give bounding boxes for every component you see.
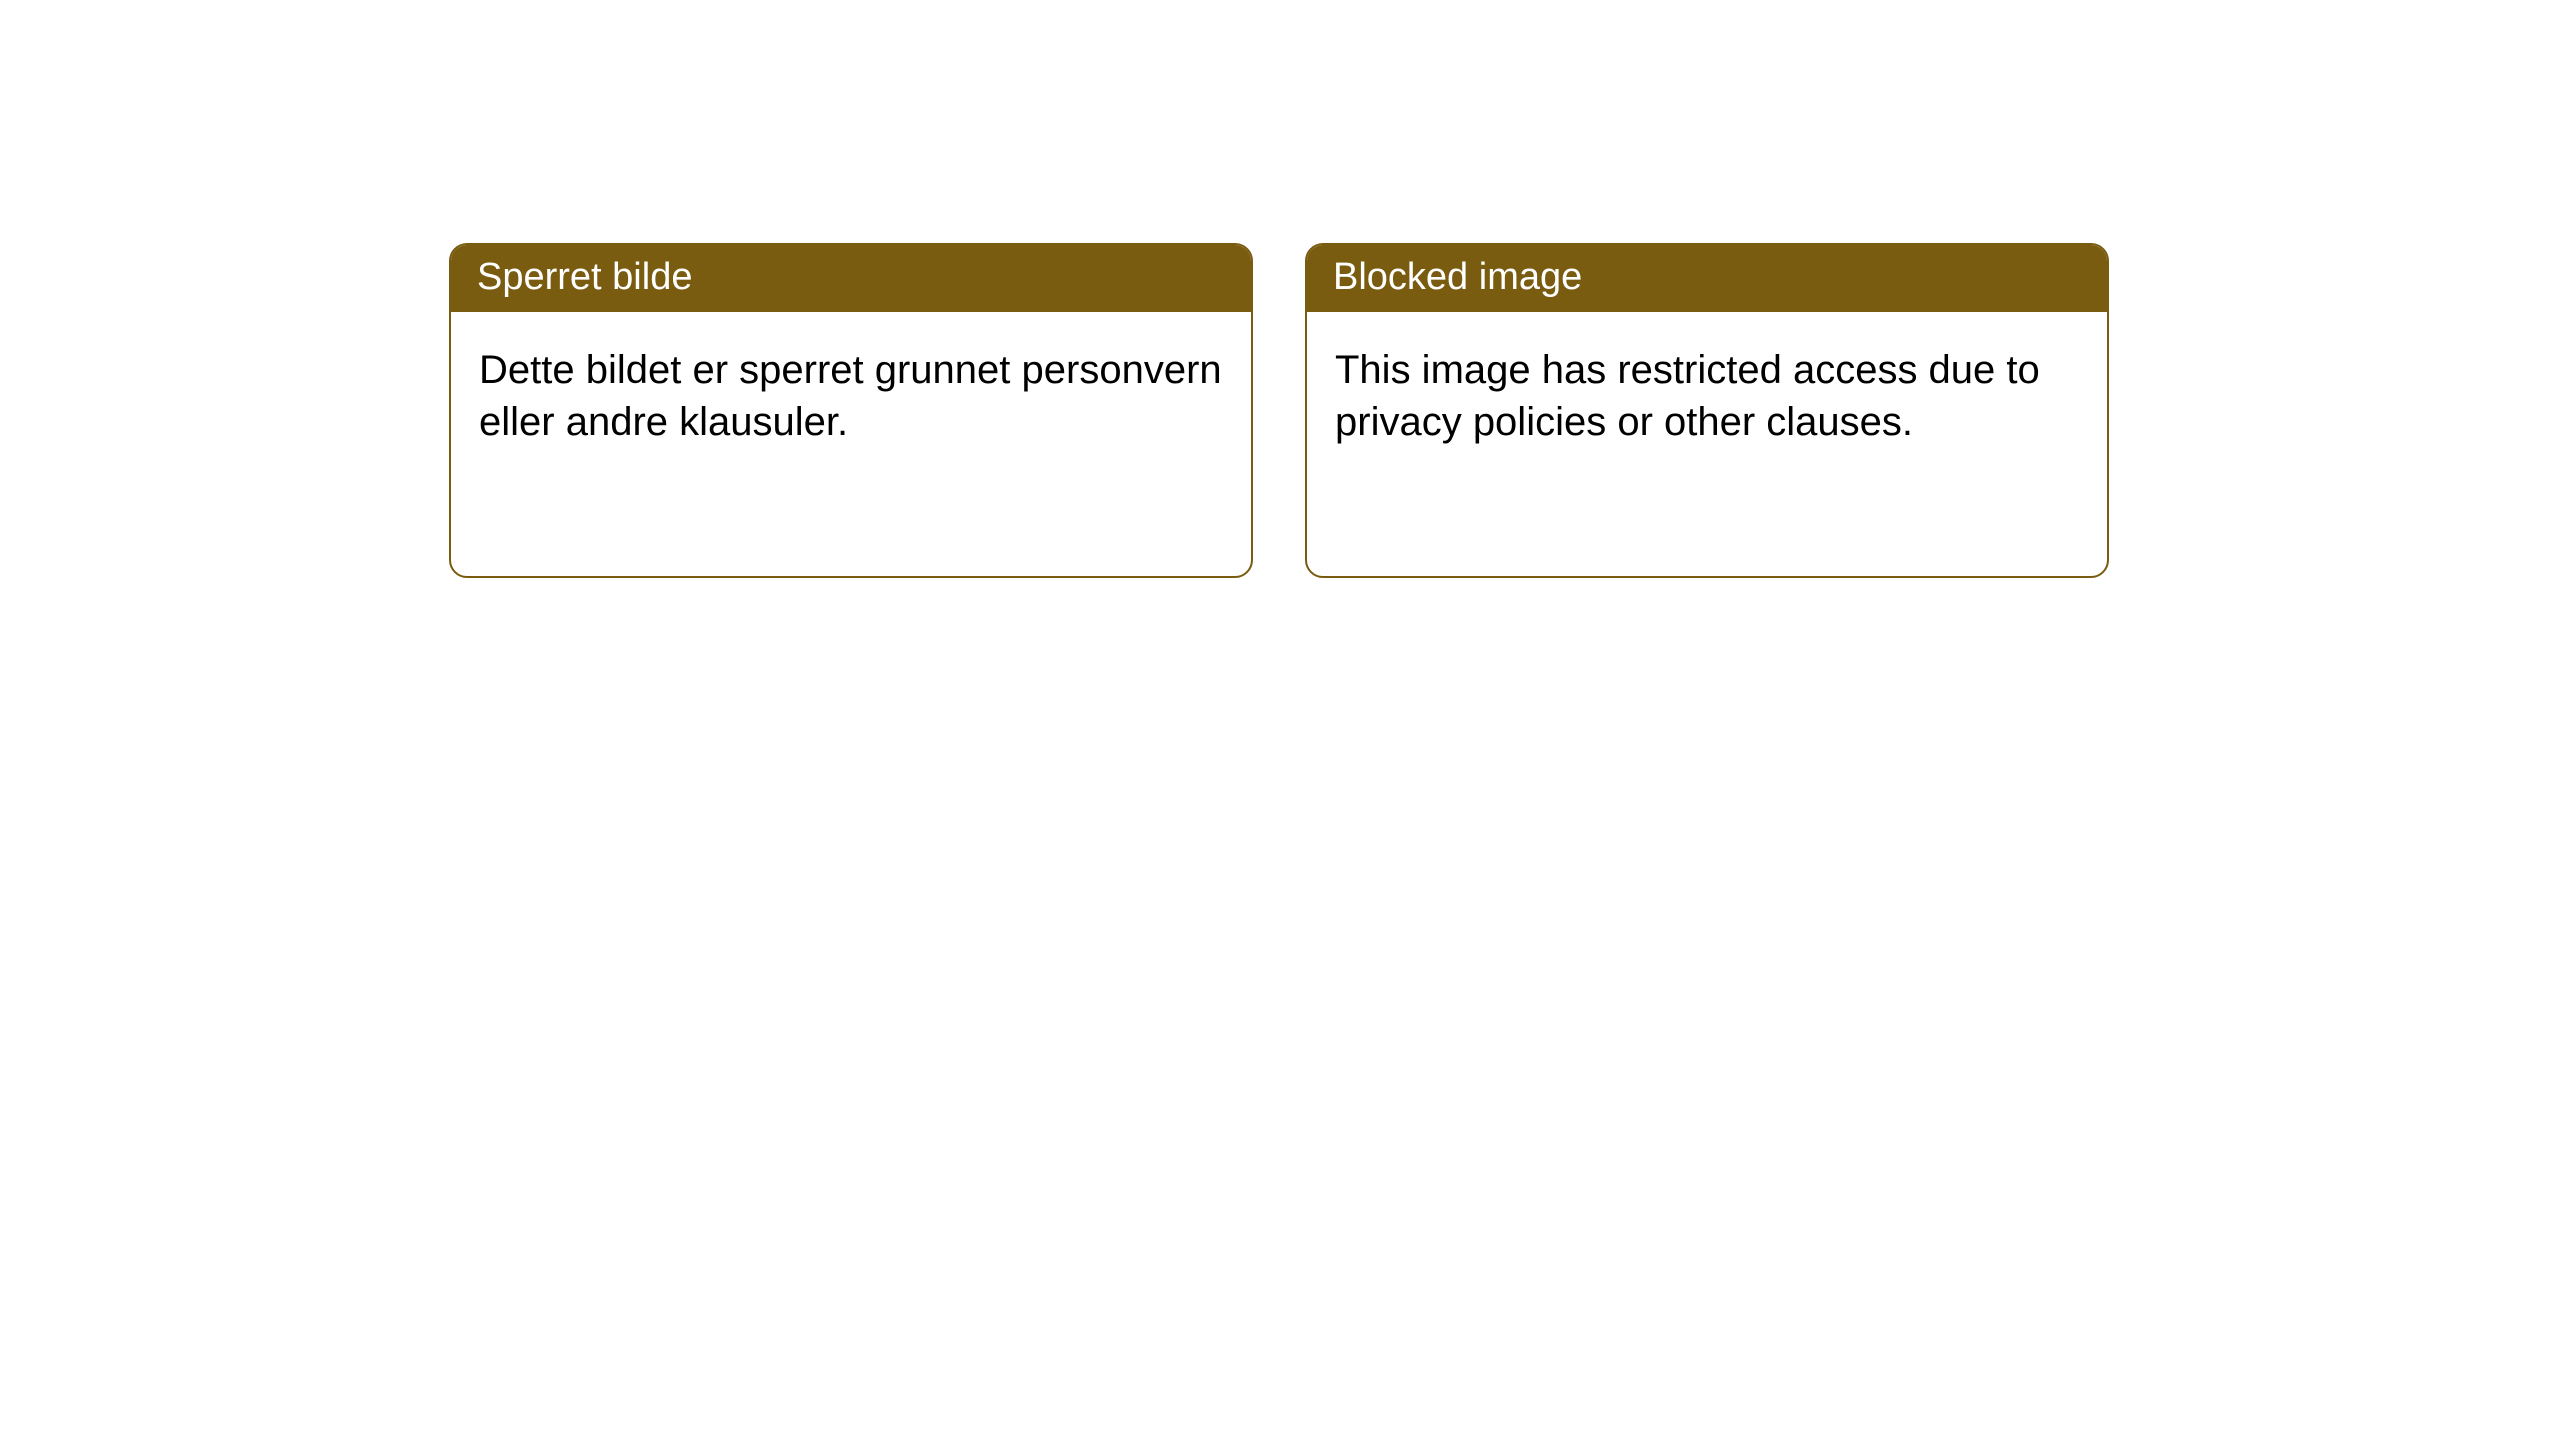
notice-card-norwegian: Sperret bilde Dette bildet er sperret gr… [449,243,1253,578]
notice-container: Sperret bilde Dette bildet er sperret gr… [0,0,2560,578]
notice-header: Sperret bilde [451,245,1251,312]
notice-card-english: Blocked image This image has restricted … [1305,243,2109,578]
notice-body: This image has restricted access due to … [1307,312,2107,480]
notice-body: Dette bildet er sperret grunnet personve… [451,312,1251,480]
notice-header: Blocked image [1307,245,2107,312]
